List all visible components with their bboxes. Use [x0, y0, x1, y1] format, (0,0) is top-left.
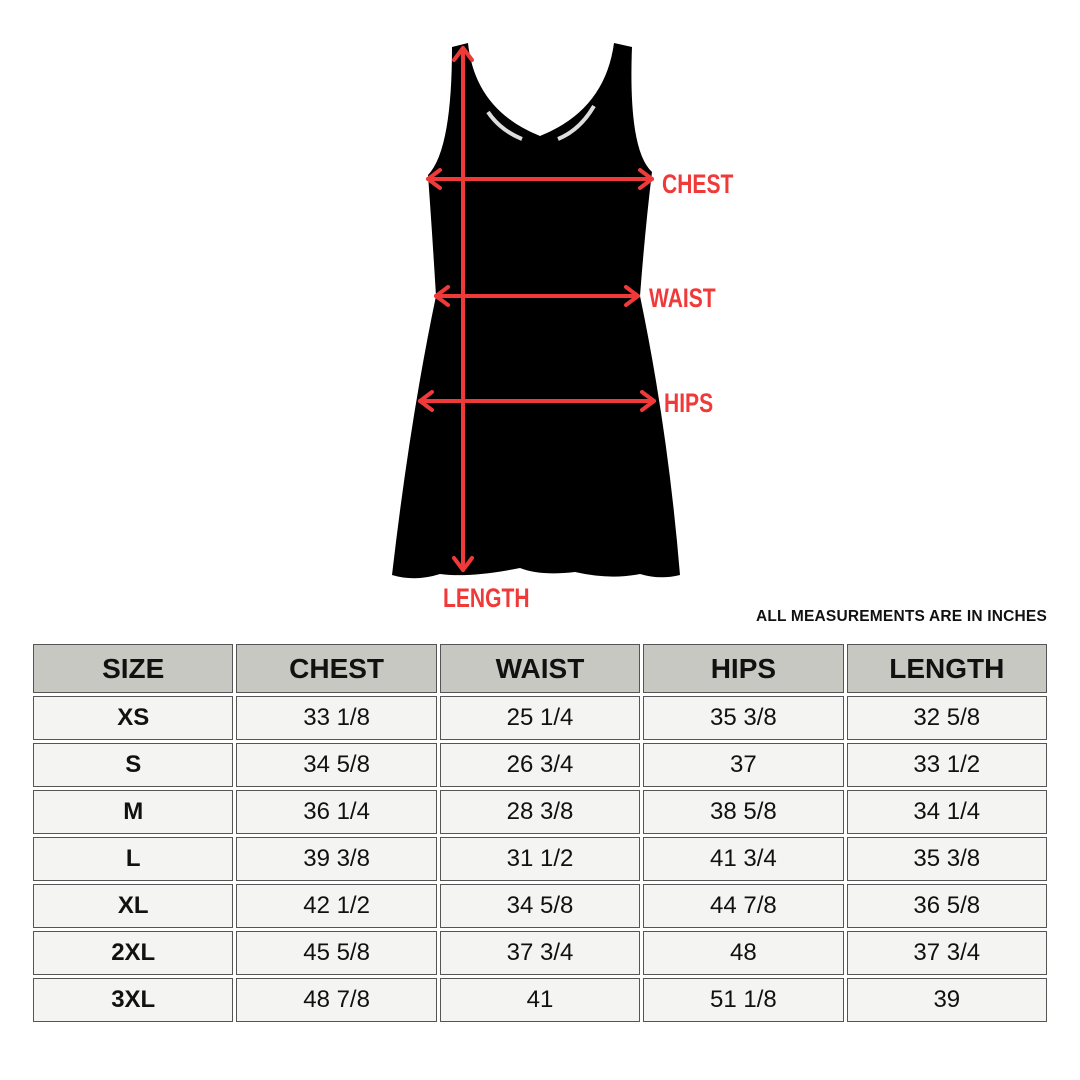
size-cell: L — [33, 837, 234, 881]
measurement-cell: 34 5/8 — [236, 743, 437, 787]
hips-label: HIPS — [664, 389, 713, 419]
size-cell: XL — [33, 884, 234, 928]
measurement-cell: 33 1/8 — [236, 696, 437, 740]
neckline-trim — [486, 104, 596, 141]
measurement-cell: 26 3/4 — [439, 743, 641, 787]
units-note: ALL MEASUREMENTS ARE IN INCHES — [755, 608, 1047, 625]
measurement-cell: 38 5/8 — [643, 790, 844, 834]
column-header: SIZE — [33, 644, 234, 693]
measurement-cell: 45 5/8 — [236, 931, 437, 975]
measurement-cell: 35 3/8 — [846, 837, 1047, 881]
size-cell: M — [33, 790, 234, 834]
waist-label: WAIST — [649, 284, 716, 314]
dress-measurement-diagram: CHEST WAIST HIPS LENGTH — [392, 43, 734, 614]
dress-illustration — [392, 43, 680, 579]
measurement-cell: 39 — [846, 978, 1047, 1022]
size-cell: 2XL — [33, 931, 234, 975]
size-cell: S — [33, 743, 234, 787]
measurement-cell: 35 3/8 — [643, 696, 844, 740]
measurement-cell: 39 3/8 — [236, 837, 437, 881]
measurement-cell: 31 1/2 — [439, 837, 641, 881]
measurement-cell: 51 1/8 — [643, 978, 844, 1022]
measurement-cell: 36 5/8 — [846, 884, 1047, 928]
measurement-cell: 48 — [643, 931, 844, 975]
hips-arrow — [418, 390, 656, 412]
column-header: WAIST — [439, 644, 641, 693]
length-label: LENGTH — [443, 584, 530, 614]
column-header: CHEST — [236, 644, 437, 693]
column-header: HIPS — [643, 644, 844, 693]
measurement-cell: 44 7/8 — [643, 884, 844, 928]
measurement-cell: 37 3/4 — [439, 931, 641, 975]
measurement-cell: 34 1/4 — [846, 790, 1047, 834]
measurement-cell: 37 — [643, 743, 844, 787]
waist-arrow — [434, 285, 640, 307]
measurement-cell: 41 3/4 — [643, 837, 844, 881]
measurement-cell: 41 — [439, 978, 641, 1022]
measurement-cell: 48 7/8 — [236, 978, 437, 1022]
measurement-cell: 34 5/8 — [439, 884, 641, 928]
measurement-cell: 32 5/8 — [846, 696, 1047, 740]
chest-arrow — [426, 168, 654, 190]
chest-label: CHEST — [662, 170, 734, 200]
measurement-cell: 42 1/2 — [236, 884, 437, 928]
size-chart-table: SIZE CHEST WAIST HIPS LENGTH XS 33 1/8 25 1/4 35… — [33, 644, 1047, 1022]
column-header: LENGTH — [846, 644, 1047, 693]
measurement-cell: 37 3/4 — [846, 931, 1047, 975]
measurement-cell: 33 1/2 — [846, 743, 1047, 787]
measurement-cell: 25 1/4 — [439, 696, 641, 740]
length-arrow — [452, 46, 474, 572]
measurement-cell: 36 1/4 — [236, 790, 437, 834]
size-cell: XS — [33, 696, 234, 740]
measurement-cell: 28 3/8 — [439, 790, 641, 834]
size-cell: 3XL — [33, 978, 234, 1022]
